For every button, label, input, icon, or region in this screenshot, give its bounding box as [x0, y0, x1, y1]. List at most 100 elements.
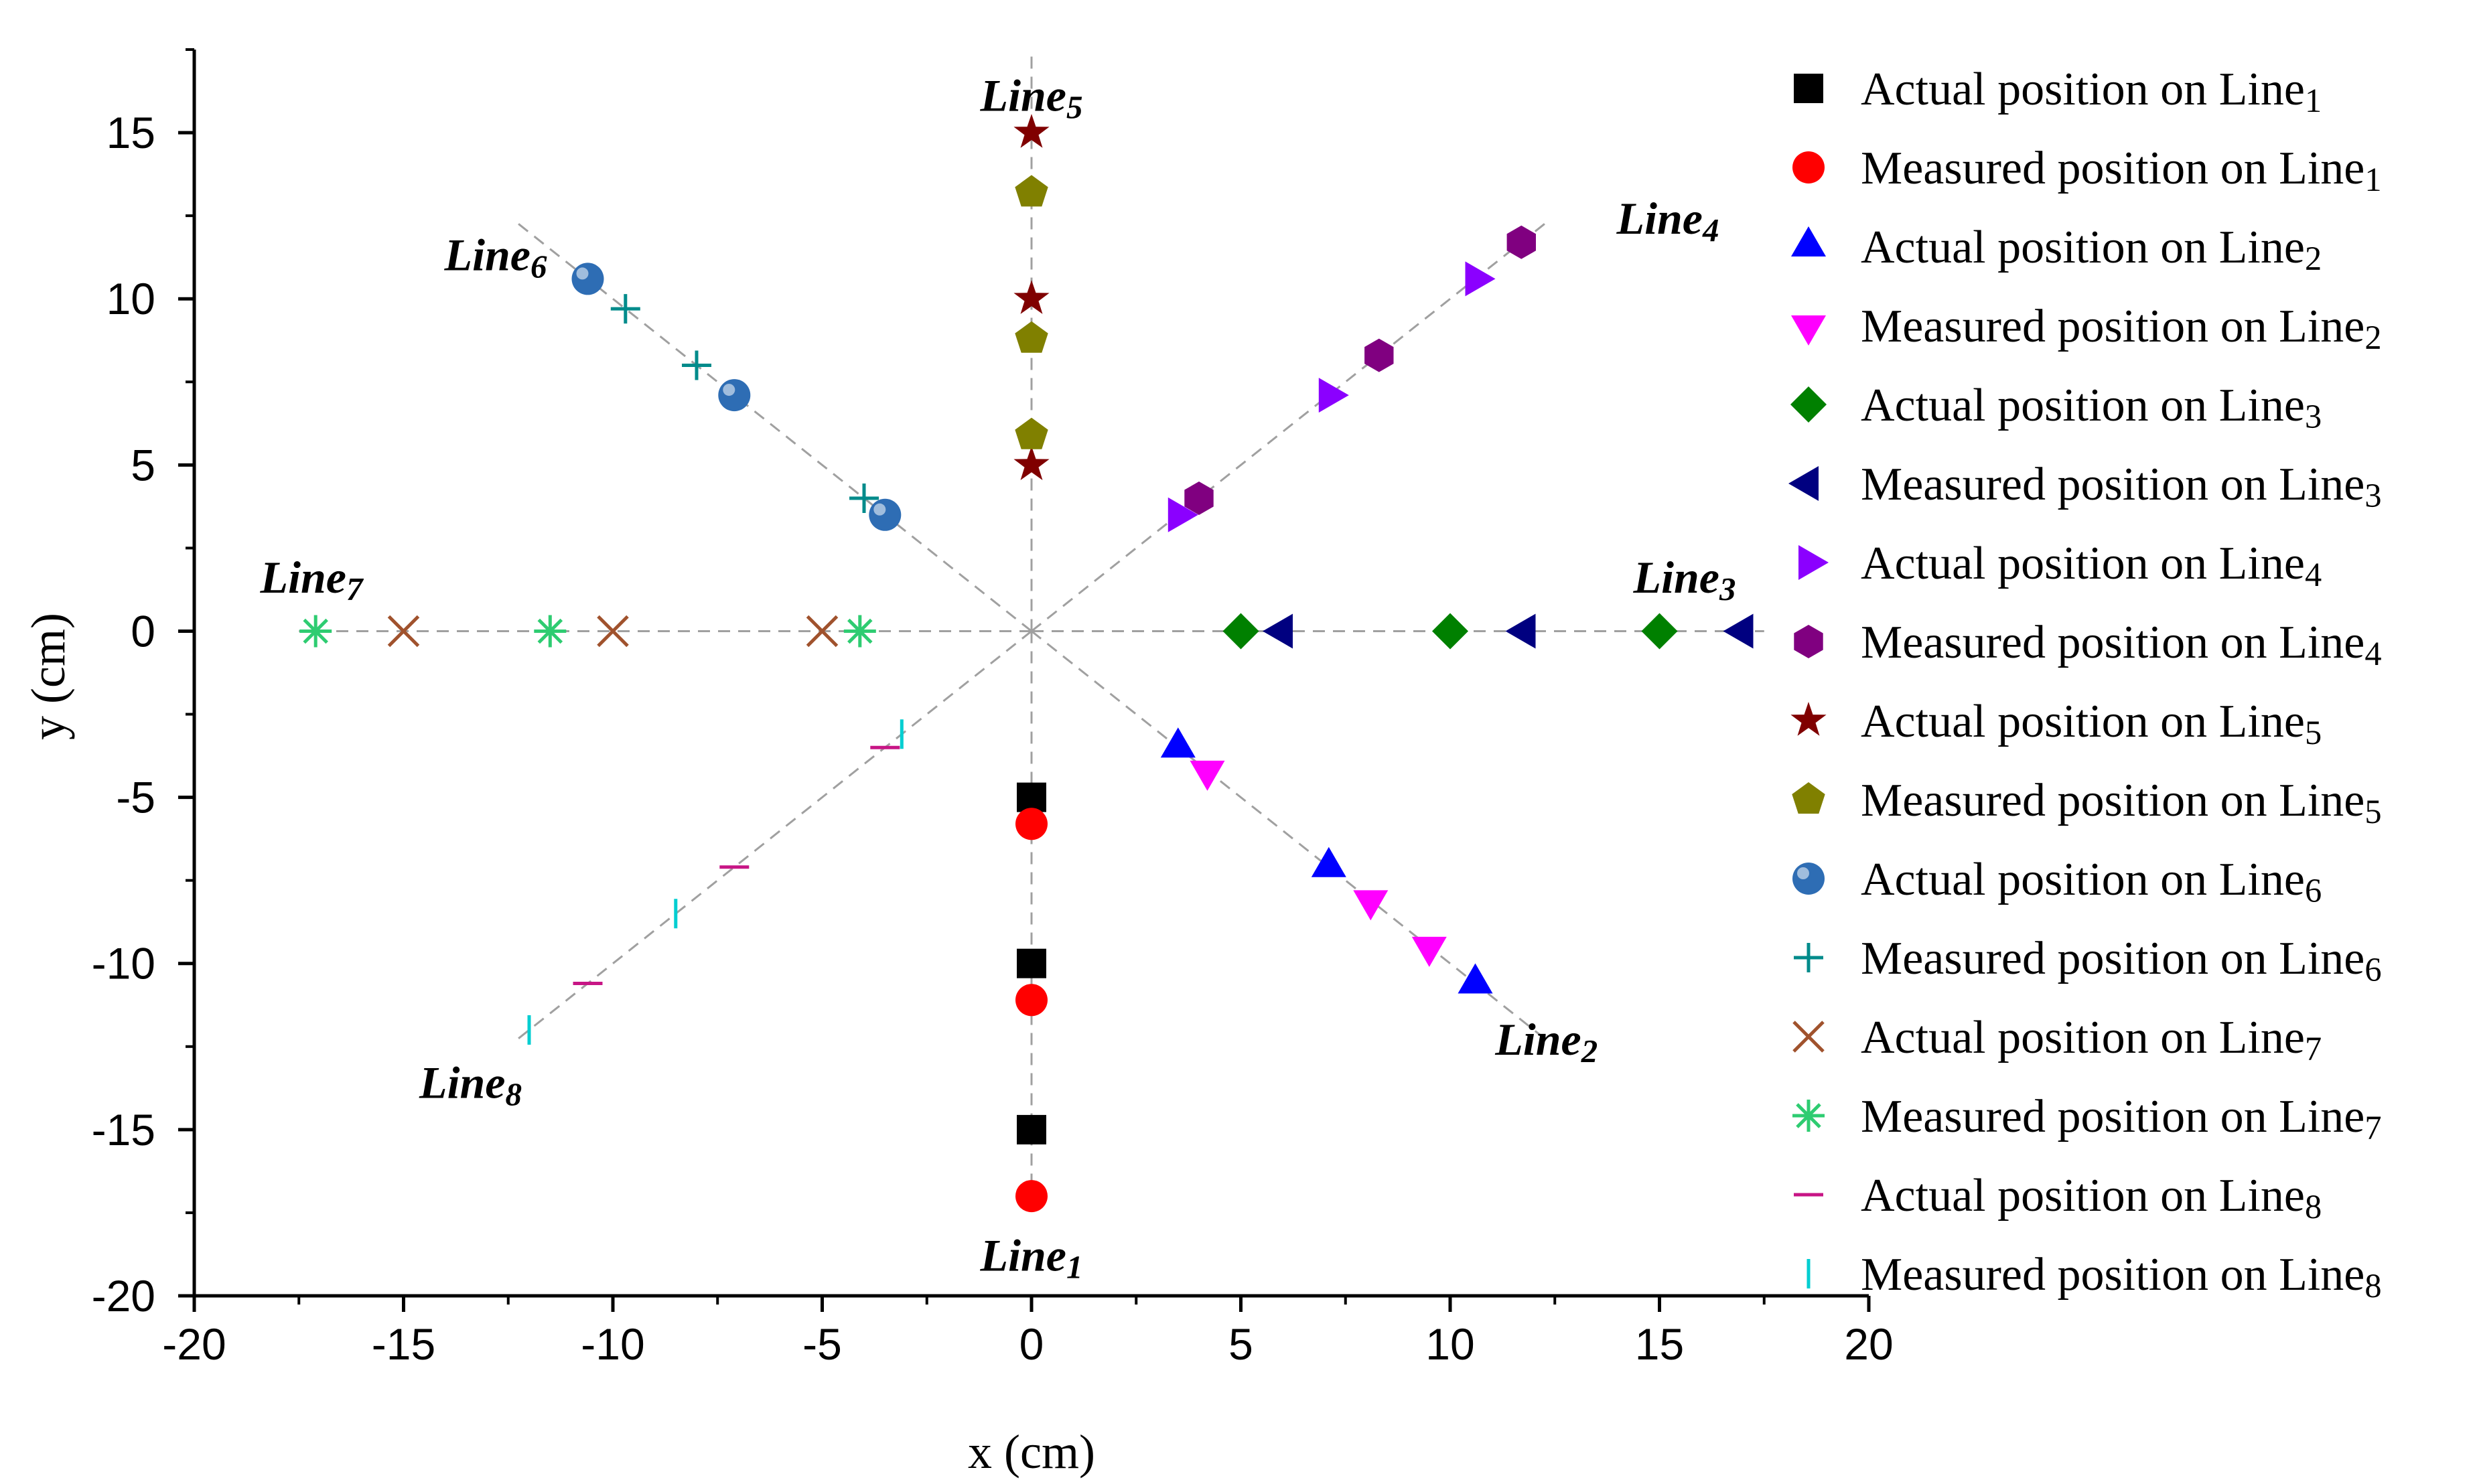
- line-label-4: Line4: [1616, 193, 1719, 248]
- legend-label-4: Measured position on Line2: [1861, 301, 2382, 356]
- legend-label-3: Actual position on Line2: [1861, 222, 2322, 277]
- legend-label-10: Measured position on Line5: [1861, 775, 2382, 830]
- legend-label-8: Measured position on Line4: [1861, 617, 2382, 672]
- guide-line-8: [512, 630, 1032, 1043]
- point-series12-1: [849, 484, 879, 513]
- y-tick-label: 5: [131, 440, 155, 490]
- point-series7-2: [1318, 378, 1349, 413]
- point-series1-2: [1017, 948, 1046, 978]
- legend-label-13: Actual position on Line7: [1861, 1012, 2322, 1067]
- ticks: -20 -15 -10 -5 0 5 10 15 20 -20 -15 -10 -5 0 5 10 15: [92, 48, 1894, 1369]
- point-series3-1: [1160, 727, 1196, 758]
- legend-label-12: Measured position on Line6: [1861, 933, 2382, 988]
- line-label-5: Line5: [980, 70, 1083, 125]
- legend-label-16: Measured position on Line8: [1861, 1249, 2382, 1305]
- legend-label-2: Measured position on Line1: [1861, 143, 2382, 198]
- guide-line-2: [1031, 630, 1551, 1043]
- line-label-1: Line1: [980, 1230, 1083, 1285]
- point-series1-3: [1017, 1114, 1046, 1144]
- guide-line-4: [1031, 219, 1551, 632]
- x-tick-label: -20: [162, 1319, 226, 1369]
- legend-label-11: Actual position on Line6: [1861, 854, 2322, 909]
- point-series7-1: [1167, 497, 1198, 532]
- x-tick-label: 5: [1228, 1319, 1253, 1369]
- point-series3-2: [1311, 846, 1346, 877]
- y-axis-title: y (cm): [21, 613, 75, 740]
- point-series2-3: [1015, 1180, 1048, 1213]
- point-series2-2: [1015, 984, 1048, 1017]
- point-series10-3: [1015, 175, 1048, 207]
- legend-label-7: Actual position on Line4: [1861, 538, 2322, 593]
- legend-label-6: Measured position on Line3: [1861, 459, 2382, 514]
- point-series10-2: [1015, 321, 1048, 353]
- point-series11-3: [571, 263, 604, 295]
- legend-label-5: Actual position on Line3: [1861, 380, 2322, 435]
- point-series13-1: [806, 615, 839, 648]
- point-series14-1: [843, 615, 876, 648]
- y-tick-label: 10: [107, 274, 155, 323]
- point-series6-3: [1723, 613, 1754, 649]
- point-series8-2: [1364, 338, 1394, 372]
- legend-label-15: Actual position on Line8: [1861, 1170, 2322, 1226]
- point-series14-2: [534, 615, 567, 648]
- line-label-7: Line7: [260, 552, 364, 607]
- point-series13-3: [387, 615, 420, 648]
- legend-marker-9: [1790, 702, 1827, 736]
- point-series4-2: [1353, 890, 1389, 921]
- x-tick-label: 0: [1019, 1319, 1044, 1369]
- point-series5-3: [1641, 613, 1678, 650]
- point-series11-1: [869, 498, 902, 531]
- point-series5-1: [1222, 613, 1259, 650]
- x-tick-label: -10: [581, 1319, 644, 1369]
- legend-label-1: Actual position on Line1: [1861, 64, 2322, 119]
- y-tick-label: -20: [92, 1271, 155, 1321]
- y-tick-label: -5: [116, 773, 155, 822]
- legend-marker-8: [1794, 625, 1823, 658]
- y-tick-label: -10: [92, 939, 155, 988]
- x-tick-label: -15: [372, 1319, 435, 1369]
- point-series9-2: [1013, 280, 1050, 314]
- y-tick-label: -15: [92, 1105, 155, 1155]
- point-series6-2: [1505, 613, 1536, 649]
- point-series14-3: [299, 615, 332, 648]
- point-series4-1: [1190, 760, 1225, 791]
- line-labels: Line1 Line2 Line3 Line4 Line5 Line6 Line7 Line8: [260, 70, 1736, 1285]
- data-marks: [299, 114, 1754, 1213]
- x-tick-label: 20: [1844, 1319, 1893, 1369]
- point-series12-3: [610, 294, 640, 324]
- y-tick-label: 15: [107, 108, 155, 157]
- legend-marker-12: [1794, 943, 1823, 972]
- x-axis-title: x (cm): [968, 1425, 1095, 1479]
- point-series8-3: [1506, 225, 1536, 259]
- point-series10-1: [1015, 417, 1048, 449]
- legend-marker-10: [1792, 782, 1825, 814]
- point-series11-2: [718, 379, 751, 412]
- line-label-3: Line3: [1633, 552, 1736, 607]
- point-series2-1: [1015, 808, 1048, 840]
- x-tick-label: 15: [1635, 1319, 1684, 1369]
- x-tick-label: -5: [802, 1319, 842, 1369]
- legend-marker-14: [1792, 1100, 1825, 1132]
- point-series8-1: [1184, 481, 1214, 515]
- legend-label-9: Actual position on Line5: [1861, 696, 2322, 751]
- point-series3-3: [1458, 963, 1493, 994]
- legend-marker-5: [1790, 386, 1827, 423]
- point-series7-3: [1465, 261, 1496, 297]
- legend-marker-7: [1798, 545, 1829, 580]
- legend-marker-13: [1792, 1021, 1825, 1053]
- legend-marker-4: [1791, 315, 1826, 346]
- legend-label-14: Measured position on Line7: [1861, 1091, 2382, 1146]
- point-series1-1: [1017, 782, 1046, 812]
- legend-marker-3: [1791, 226, 1826, 256]
- legend-marker-6: [1788, 466, 1819, 501]
- legend-marker-2: [1792, 151, 1825, 183]
- legend-marker-11: [1792, 863, 1825, 895]
- point-series4-3: [1411, 936, 1447, 967]
- point-series13-2: [597, 615, 629, 648]
- point-series12-2: [682, 350, 711, 380]
- x-tick-label: 10: [1425, 1319, 1474, 1369]
- point-series9-3: [1013, 114, 1050, 148]
- y-tick-label: 0: [131, 606, 155, 656]
- legend: Actual position on Line1 Measured positio…: [1788, 64, 2382, 1305]
- point-series6-1: [1263, 613, 1293, 649]
